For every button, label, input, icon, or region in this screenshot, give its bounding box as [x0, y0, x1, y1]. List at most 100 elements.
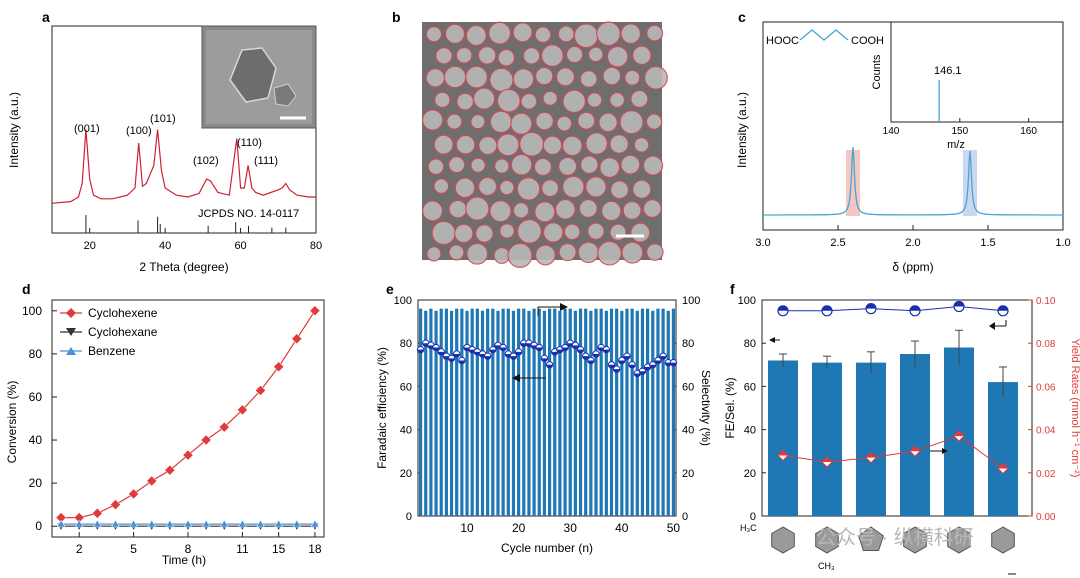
selectivity-bar: [460, 308, 464, 516]
fe-point-fill: [561, 347, 569, 351]
fe-point-fill: [618, 360, 626, 364]
data-point-benzene: [237, 519, 247, 528]
selectivity-bar: [563, 308, 567, 516]
x-tick-label: 8: [185, 542, 192, 556]
particle: [644, 65, 668, 90]
particle: [426, 246, 442, 262]
ms-inset-frame: [890, 21, 1064, 123]
peak-label-001: (001): [74, 123, 100, 135]
yield-rate-point-fill: [910, 446, 920, 452]
selectivity-bar: [573, 310, 577, 516]
fe-point-fill: [628, 364, 636, 368]
panel-d-chart: d Conversion (%) Time (h) 0 20 40 60 80 100 2 5…: [5, 282, 325, 567]
particle: [561, 135, 583, 157]
particle: [562, 175, 585, 199]
panel-f-chart: f FE/Sel. (%) Yield Rates (mmol h⁻¹ cm⁻²…: [723, 282, 1080, 575]
particle: [646, 243, 664, 261]
particle: [477, 176, 498, 197]
selectivity-bar: [486, 308, 490, 516]
x-tick-label: 30: [564, 521, 578, 535]
particle: [557, 25, 575, 43]
x-tick-label: 1.5: [980, 237, 995, 249]
particle: [602, 66, 622, 86]
fe-point-fill: [453, 354, 460, 358]
particle: [542, 222, 564, 243]
particle: [630, 89, 649, 109]
arrow-right-head: [560, 303, 568, 311]
particle: [456, 92, 475, 111]
panel-label-b: b: [392, 9, 401, 25]
particle: [587, 222, 605, 241]
y-tick-label-left: 20: [744, 468, 756, 480]
particle: [630, 222, 651, 243]
watermark: 公众号 · 纵横科研: [816, 526, 974, 549]
y-tick-label: 80: [29, 347, 43, 361]
particle: [522, 47, 541, 65]
fe-point-fill: [438, 351, 445, 356]
x-tick-label: 1.0: [1055, 237, 1070, 249]
substrate-molecule: [991, 526, 1015, 554]
arrow-left-head: [769, 337, 775, 343]
fe-bar: [856, 362, 886, 516]
particle: [443, 65, 467, 89]
particle: [580, 155, 599, 175]
plot-frame: [417, 299, 677, 517]
particle: [470, 114, 486, 130]
particle: [444, 23, 466, 44]
data-point-cyclohexene: [309, 305, 321, 317]
arrow-right-head: [942, 448, 948, 454]
peak-label-110: (110): [237, 137, 262, 149]
yield-rate-point-fill: [866, 452, 876, 458]
particle: [499, 223, 515, 239]
arrow-corner-head: [989, 322, 995, 330]
data-point-cyclohexene: [273, 361, 285, 373]
arrow-left-head: [512, 374, 520, 382]
y-tick-label-left: 20: [400, 468, 412, 480]
x-axis-label: Cycle number (n): [501, 541, 593, 555]
selectivity-point-fill: [778, 305, 788, 311]
fe-point-fill: [510, 356, 517, 360]
peak-label-111: (111): [254, 155, 278, 167]
particle: [478, 135, 498, 156]
fe-point-fill: [613, 369, 620, 373]
selectivity-bar: [651, 310, 655, 516]
selectivity-bar: [640, 308, 645, 516]
selectivity-bar: [537, 308, 541, 516]
particle: [499, 179, 515, 196]
particle: [565, 45, 584, 64]
yield-rate-line: [782, 435, 1004, 469]
selectivity-bar: [589, 310, 593, 516]
particle: [448, 244, 465, 261]
x-axis-label: 2 Theta (degree): [139, 260, 228, 274]
y-tick-label-left: 60: [400, 381, 412, 393]
y-tick-label-right: 0.04: [1036, 426, 1056, 437]
particle: [448, 156, 466, 174]
selectivity-bar: [609, 308, 614, 516]
y-axis-label-right: Selectivity (%): [699, 370, 710, 446]
particle: [534, 244, 556, 266]
particle: [646, 24, 664, 42]
particle: [507, 242, 533, 268]
legend-marker-cyclohexane: [66, 328, 76, 336]
y-tick-label-left: 100: [738, 295, 756, 307]
selectivity-bar: [553, 308, 557, 516]
particle: [558, 156, 578, 176]
series-line-cyclohexene: [61, 310, 316, 519]
y-tick-label-left: 80: [400, 338, 412, 350]
selectivity-bar: [604, 310, 608, 516]
plot-frame: [51, 25, 317, 234]
particle: [534, 66, 554, 86]
selectivity-bar: [506, 308, 510, 516]
substrate-molecule: [903, 526, 927, 554]
particle: [475, 224, 494, 243]
selectivity-bar: [578, 308, 583, 516]
particle: [632, 45, 652, 66]
fe-point-fill: [448, 358, 455, 362]
selectivity-bar: [599, 308, 603, 516]
data-point-cyclohexene: [200, 434, 212, 446]
panel-label-d: d: [22, 282, 31, 297]
y-tick-label-left: 80: [744, 338, 756, 350]
x-tick-label: 50: [667, 521, 681, 535]
fe-point-fill: [458, 360, 466, 364]
data-point-cyclohexene: [128, 488, 139, 500]
